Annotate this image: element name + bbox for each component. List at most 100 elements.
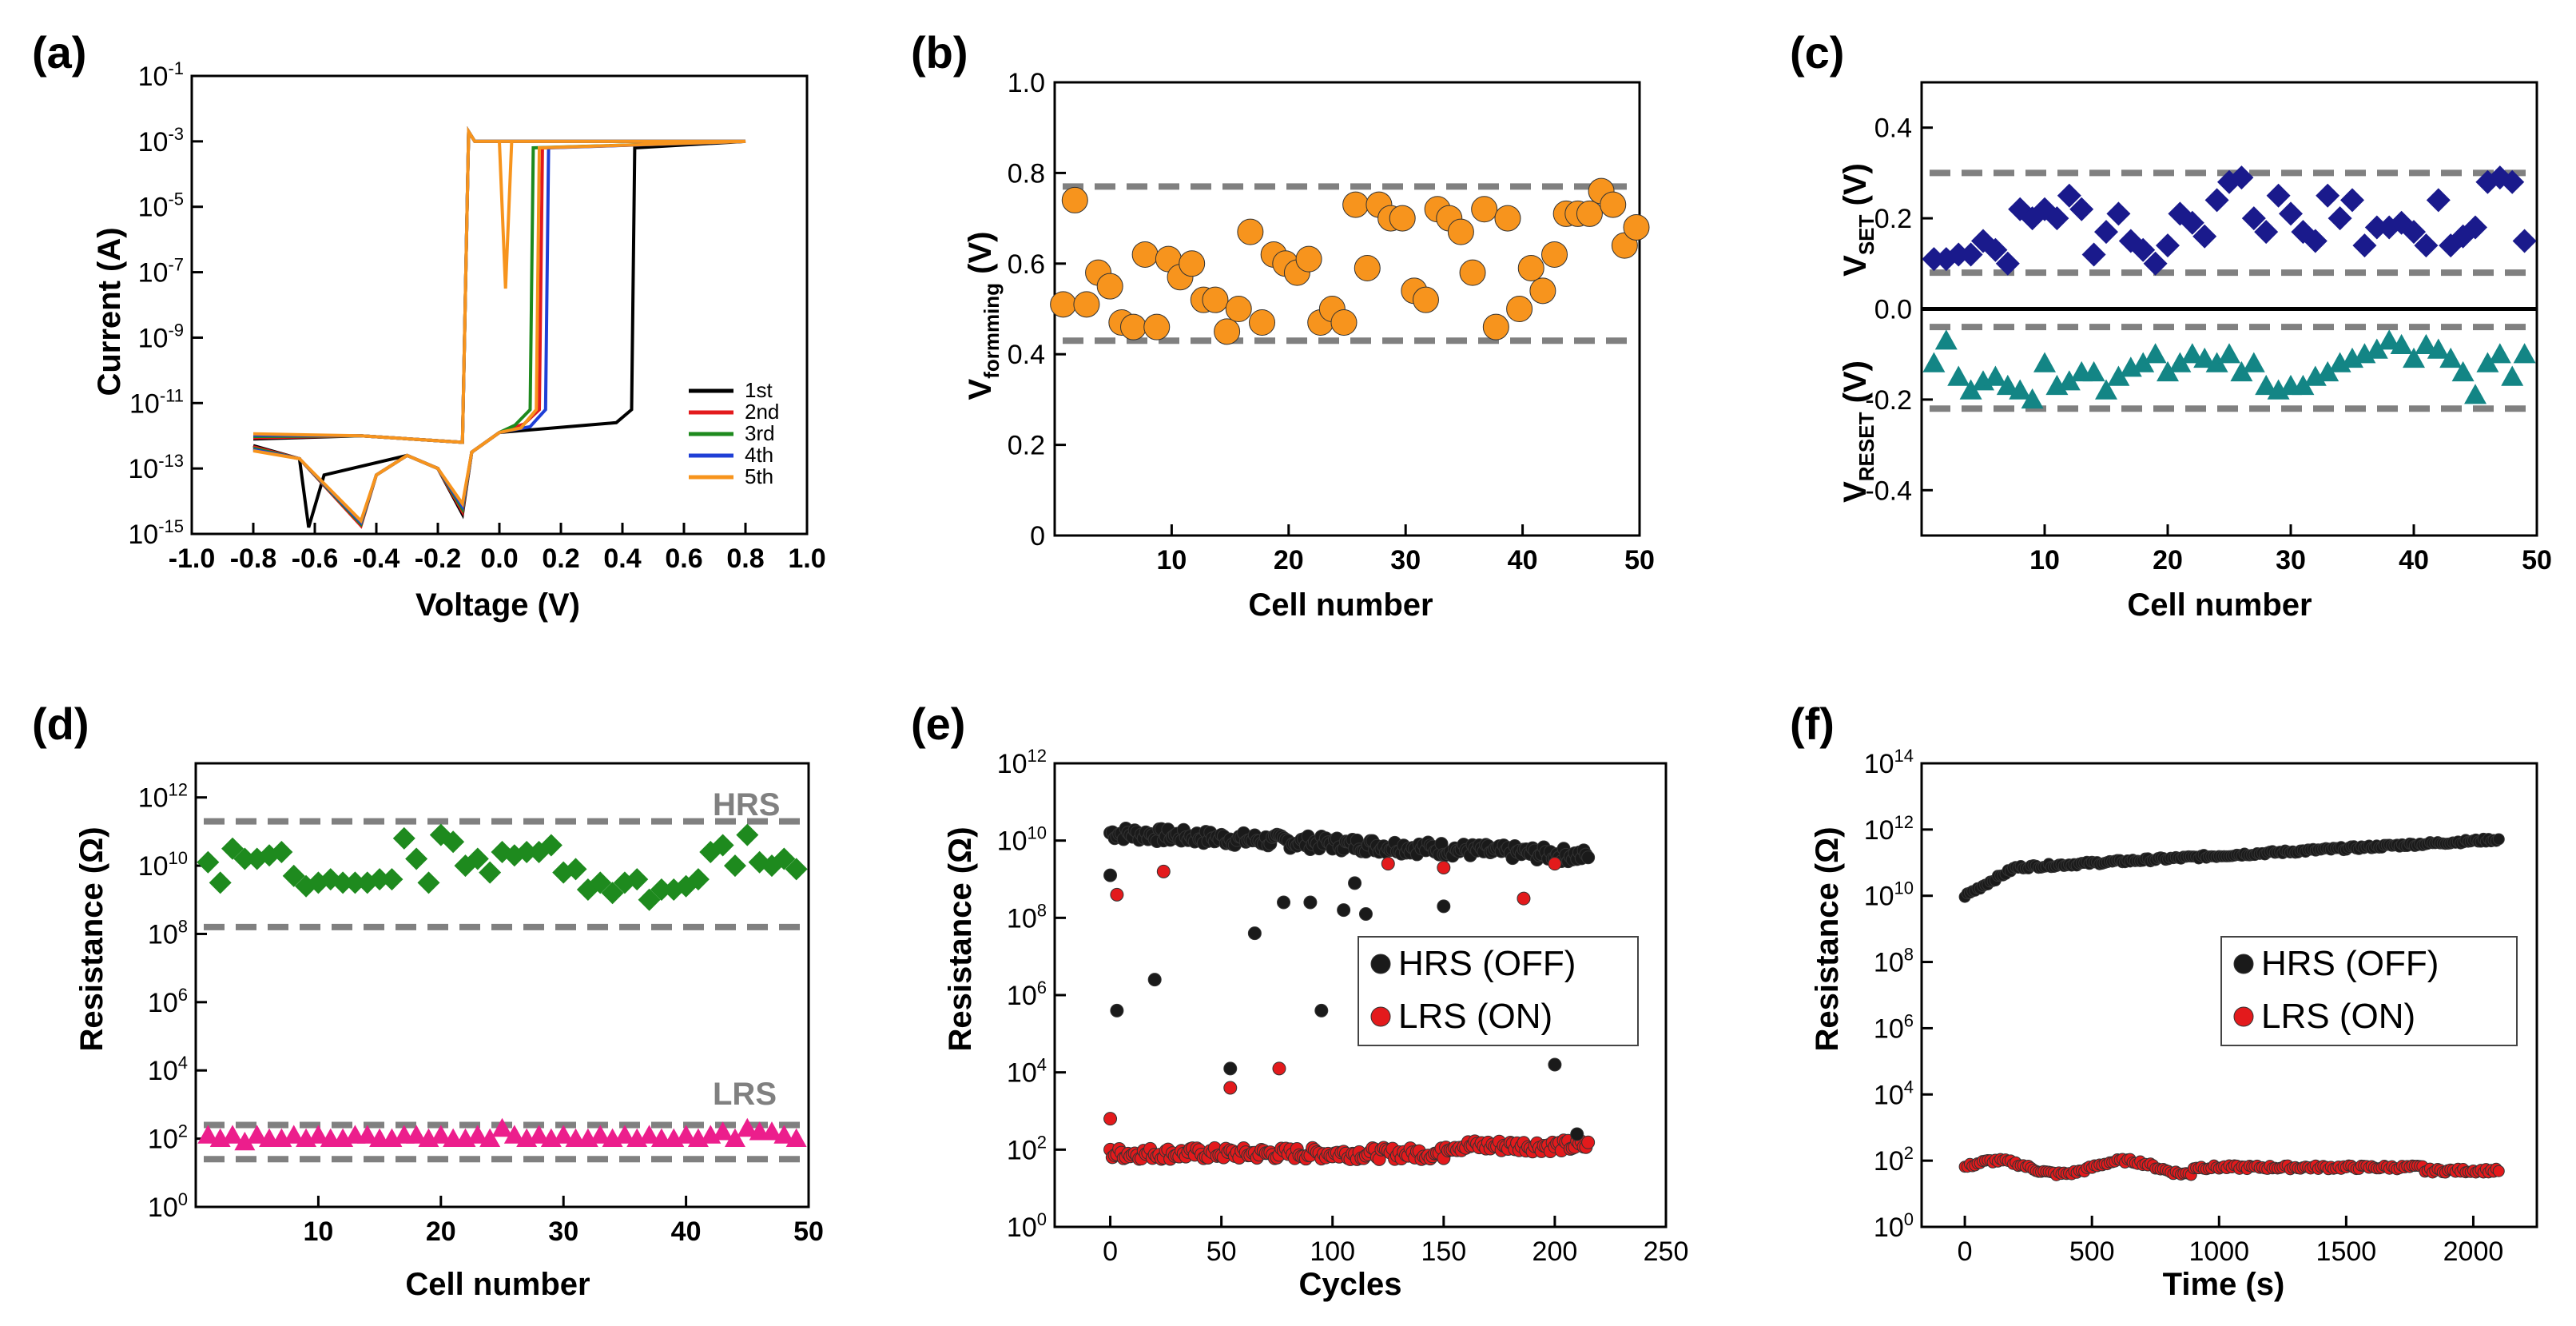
data-point-b (1214, 318, 1241, 345)
y-tick-label-d-base: 10 (148, 988, 178, 1018)
y-tick-label-b: 1.0 (1008, 68, 1045, 98)
y-tick-label-f-exp: 6 (1904, 1010, 1914, 1030)
vreset-point-c (2501, 365, 2524, 386)
y-tick-label-e-exp: 2 (1037, 1132, 1047, 1152)
y-tick-label-d: 102 (148, 1121, 188, 1155)
y-tick-label-c: -0.4 (1865, 476, 1912, 506)
vreset-point-c (2378, 329, 2401, 350)
plot-frame-d (194, 762, 810, 1209)
y-tick-label-f: 1014 (1864, 746, 1914, 779)
data-point-b (1143, 313, 1171, 340)
hrs-outlier-e (1548, 1057, 1562, 1072)
vset-point-c (2402, 220, 2426, 245)
ylabel-c-set: VSET (V) (1838, 163, 1878, 277)
vset-point-c (2316, 183, 2340, 208)
y-tick-label-a: 10-15 (128, 516, 184, 550)
lrs-outlier-e (1110, 887, 1124, 902)
hrs-outlier-e (1277, 895, 1291, 910)
x-tick-label-e: 50 (1207, 1236, 1237, 1267)
vreset-point-c (2095, 379, 2117, 400)
x-tick-label-b: 20 (1274, 545, 1304, 575)
data-point-b (1541, 241, 1568, 268)
y-tick-label-e: 102 (1007, 1132, 1047, 1165)
hrs-point-d (405, 847, 428, 870)
vreset-point-c (2021, 388, 2044, 409)
vset-point-c (2352, 233, 2377, 258)
vset-point-c (2426, 188, 2451, 213)
vreset-point-c (2180, 343, 2204, 364)
y-tick-label-f-base: 10 (1864, 749, 1894, 779)
x-tick-label-a: -1.0 (169, 544, 216, 574)
y-tick-label-b: 0.4 (1008, 340, 1045, 370)
y-tick-label-a-base: 10 (138, 193, 169, 223)
vreset-point-c (2144, 343, 2167, 364)
xlabel-d: Cell number (405, 1267, 590, 1302)
vset-point-c (2303, 229, 2328, 253)
y-tick-label-a-exp: -3 (168, 124, 184, 144)
y-tick-label-a-base: 10 (138, 258, 169, 289)
vset-point-c (2512, 229, 2537, 253)
panel-label-d: (d) (32, 699, 89, 749)
hrs-outlier-e (1247, 926, 1262, 941)
vset-point-c (2254, 220, 2279, 245)
y-tick-label-a-exp: -1 (168, 58, 184, 78)
vset-point-c (2229, 165, 2254, 190)
y-tick-label-a-exp: -7 (168, 255, 184, 275)
data-point-b (1389, 205, 1416, 232)
ylabel-c-reset-unit: (V) (1838, 360, 1873, 412)
y-tick-label-f-base: 10 (1874, 948, 1904, 978)
y-tick-label-d: 108 (148, 916, 188, 950)
ylabel-d: Resistance (Ω) (74, 826, 109, 1051)
x-tick-label-e: 100 (1310, 1236, 1355, 1267)
vreset-point-c (2513, 343, 2536, 364)
iv-curve-1st (252, 125, 746, 528)
vreset-point-c (1922, 352, 1946, 372)
hrs-annotation-d: HRS (713, 787, 780, 822)
vset-point-c (2131, 237, 2156, 262)
lrs-point-d (234, 1131, 256, 1151)
lrs-point-e (1581, 1135, 1596, 1149)
vreset-point-c (2107, 365, 2130, 386)
legend-label-hrs-f: HRS (OFF) (2261, 944, 2439, 983)
xlabel-a: Voltage (V) (415, 587, 580, 623)
hrs-point-d (601, 882, 624, 905)
lrs-point-d (197, 1125, 219, 1144)
data-point-b (1131, 241, 1159, 268)
hrs-point-d (539, 834, 563, 857)
xlabel-e: Cycles (1299, 1267, 1402, 1302)
y-tick-label-d-exp: 0 (178, 1189, 188, 1209)
y-tick-label-a: 10-11 (129, 385, 184, 419)
lrs-point-d (283, 1125, 304, 1144)
hrs-point-d (368, 868, 392, 891)
y-tick-label-d-base: 10 (148, 1125, 178, 1155)
y-tick-label-d-base: 10 (138, 851, 169, 882)
hrs-outlier-e (1358, 907, 1373, 921)
x-tick-label-b: 30 (1390, 545, 1421, 575)
y-tick-label-b: 0 (1030, 521, 1045, 552)
y-tick-label-c: -0.2 (1865, 385, 1912, 416)
vreset-point-c (2193, 347, 2216, 368)
y-tick-label-e-base: 10 (1007, 1058, 1037, 1089)
vreset-point-c (2218, 343, 2240, 364)
hrs-point-d (270, 841, 293, 863)
vreset-point-c (2390, 333, 2413, 355)
vreset-point-c (1947, 365, 1970, 386)
lrs-point-d (528, 1125, 550, 1144)
vset-point-c (2106, 201, 2131, 226)
x-tick-label-b: 40 (1508, 545, 1538, 575)
vset-point-c (2364, 215, 2389, 240)
vset-point-c (2463, 215, 2487, 240)
lrs-point-d (406, 1125, 427, 1144)
vset-point-c (2180, 210, 2204, 235)
y-tick-label-f: 1012 (1864, 812, 1914, 846)
y-tick-label-f: 102 (1874, 1143, 1914, 1177)
panel-label-c: (c) (1790, 27, 1844, 78)
x-tick-label-d: 10 (303, 1216, 333, 1247)
iv-curve-3rd (252, 125, 746, 528)
vset-point-c (2328, 206, 2352, 231)
y-tick-label-d-exp: 2 (178, 1121, 188, 1141)
panel-label-a: (a) (32, 27, 86, 78)
y-tick-label-f-base: 10 (1874, 1146, 1904, 1177)
data-point-b (1517, 254, 1544, 281)
plot-frame-f (1920, 762, 2538, 1228)
